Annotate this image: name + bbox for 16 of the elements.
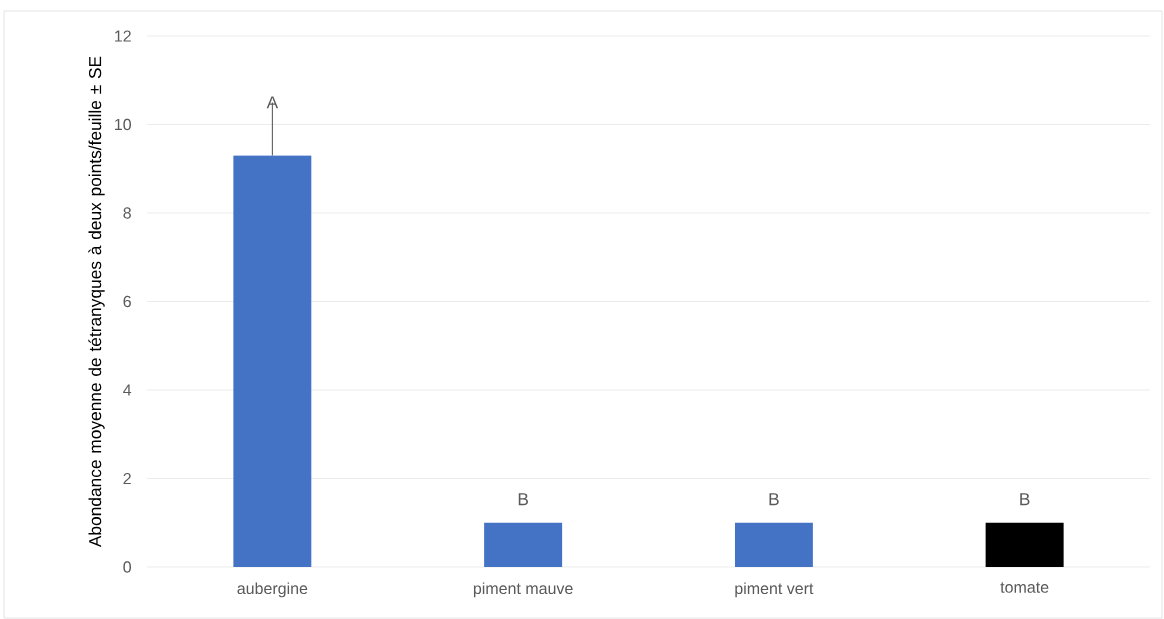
y-tick-label: 6 xyxy=(123,295,131,308)
y-tick-label: 12 xyxy=(115,30,131,42)
annotation: B xyxy=(769,493,779,506)
annotation: B xyxy=(1020,493,1030,506)
x-tick-label: piment mauve xyxy=(473,582,573,598)
x-tick-label: piment vert xyxy=(735,582,814,598)
y-tick-label: 0 xyxy=(123,561,132,573)
y-axis-title: Abondance moyenne de tétranyques à deux points/feuille ± SE xyxy=(88,56,105,548)
y-tick-label: 2 xyxy=(123,472,131,485)
x-tick-label: aubergine xyxy=(237,582,308,598)
y-tick-label: 8 xyxy=(123,207,131,219)
y-tick-label: 10 xyxy=(115,118,132,131)
x-tick-label: tomate xyxy=(1000,582,1049,593)
annotation: A xyxy=(266,96,279,109)
annotation: B xyxy=(518,493,528,506)
y-tick-label: 4 xyxy=(123,384,132,396)
